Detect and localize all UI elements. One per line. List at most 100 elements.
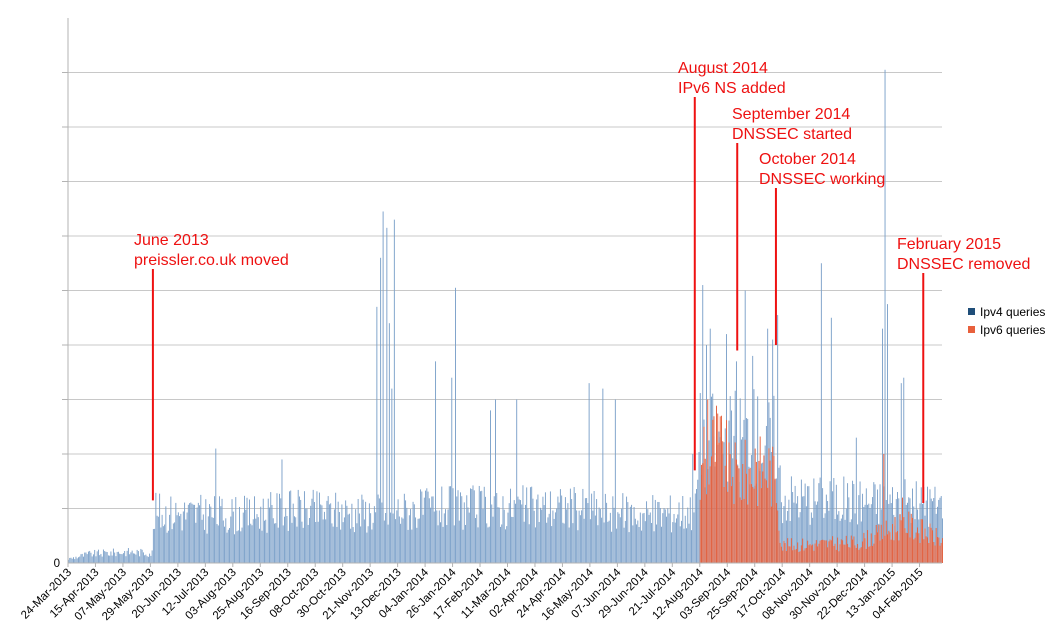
bar bbox=[282, 525, 284, 563]
bar bbox=[345, 500, 347, 563]
bar bbox=[752, 486, 754, 563]
bar bbox=[857, 524, 859, 563]
bar bbox=[704, 458, 706, 563]
bar bbox=[895, 499, 897, 563]
bar bbox=[568, 527, 570, 563]
bar bbox=[266, 532, 268, 563]
bar bbox=[112, 548, 114, 563]
bar bbox=[678, 502, 680, 563]
bar bbox=[552, 510, 554, 563]
bar bbox=[872, 497, 874, 563]
bar bbox=[236, 531, 238, 563]
bar bbox=[378, 498, 380, 563]
bar bbox=[867, 530, 869, 563]
bar bbox=[779, 465, 781, 563]
bar bbox=[854, 513, 856, 563]
bar bbox=[519, 500, 521, 563]
bar bbox=[825, 494, 827, 563]
bar bbox=[738, 468, 740, 563]
annotation-text: DNSSEC started bbox=[732, 126, 852, 143]
bar bbox=[852, 480, 854, 563]
bar bbox=[864, 538, 866, 563]
bar bbox=[752, 355, 754, 563]
bar bbox=[611, 531, 613, 563]
y-tick-labels: 0 bbox=[54, 558, 60, 570]
legend-label: Ipv4 queries bbox=[980, 305, 1045, 319]
bar bbox=[767, 328, 769, 563]
bar bbox=[832, 491, 834, 563]
bar bbox=[478, 485, 480, 563]
bar bbox=[927, 486, 928, 563]
bar bbox=[225, 518, 227, 563]
bar bbox=[147, 556, 149, 563]
bar bbox=[491, 504, 493, 563]
bar bbox=[361, 494, 363, 563]
bar bbox=[742, 464, 744, 563]
bar bbox=[653, 531, 655, 563]
bar bbox=[280, 498, 282, 563]
bar bbox=[933, 498, 935, 563]
bar bbox=[561, 495, 563, 563]
bar bbox=[197, 502, 199, 563]
bar bbox=[745, 473, 747, 563]
bar bbox=[769, 460, 771, 563]
bar bbox=[857, 544, 859, 563]
bar bbox=[819, 477, 821, 563]
bar bbox=[711, 456, 712, 563]
bar bbox=[684, 515, 686, 563]
bar bbox=[205, 499, 207, 563]
bar bbox=[322, 519, 324, 563]
bar bbox=[940, 496, 942, 563]
bar bbox=[222, 520, 224, 563]
bar bbox=[779, 542, 781, 563]
bar bbox=[764, 478, 766, 563]
bar bbox=[890, 539, 892, 563]
bar bbox=[875, 524, 877, 563]
bar bbox=[335, 492, 337, 563]
bar bbox=[396, 510, 398, 563]
bar bbox=[391, 388, 393, 563]
bar bbox=[310, 505, 312, 563]
bar bbox=[473, 490, 475, 563]
bar bbox=[907, 502, 908, 563]
bar bbox=[603, 522, 605, 563]
bar bbox=[438, 510, 440, 563]
bar bbox=[626, 496, 628, 563]
bar bbox=[884, 535, 886, 563]
bar bbox=[146, 556, 148, 563]
bar bbox=[441, 486, 443, 563]
bar bbox=[317, 521, 319, 563]
bar bbox=[401, 517, 403, 563]
bar bbox=[744, 439, 746, 563]
bar bbox=[813, 550, 815, 563]
bar bbox=[142, 552, 144, 563]
bar bbox=[85, 552, 87, 563]
bar bbox=[835, 549, 837, 563]
bar bbox=[177, 512, 179, 563]
bar bbox=[503, 509, 505, 563]
bar bbox=[733, 435, 735, 563]
bar bbox=[732, 476, 734, 563]
bar bbox=[551, 526, 553, 563]
bar bbox=[257, 517, 259, 563]
bar bbox=[425, 490, 427, 563]
bar bbox=[618, 513, 620, 563]
bar bbox=[242, 512, 244, 563]
bar bbox=[822, 488, 824, 563]
bar bbox=[235, 497, 237, 563]
bar bbox=[367, 526, 369, 563]
bar bbox=[375, 512, 377, 563]
bar bbox=[517, 496, 519, 563]
bar bbox=[597, 525, 599, 563]
bar bbox=[136, 549, 138, 563]
bar bbox=[879, 484, 881, 563]
bar bbox=[877, 532, 879, 563]
bar bbox=[131, 550, 133, 563]
bar bbox=[307, 524, 309, 563]
bar bbox=[526, 487, 528, 563]
bar bbox=[659, 507, 661, 563]
bar bbox=[809, 524, 811, 563]
bar bbox=[744, 290, 746, 563]
bar bbox=[251, 525, 253, 563]
annotations: June 2013 preissler.co.uk moved August 201… bbox=[134, 60, 1030, 504]
